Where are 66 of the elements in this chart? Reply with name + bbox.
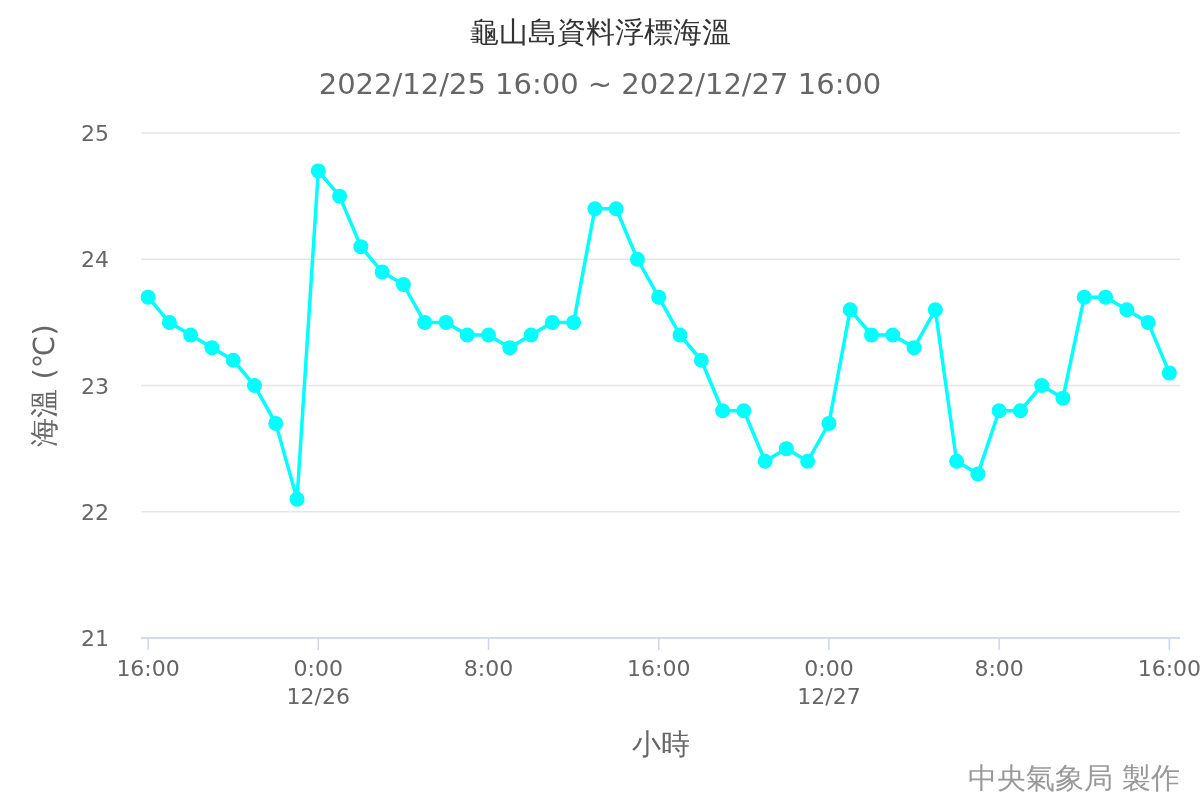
point — [693, 352, 709, 368]
point — [800, 453, 816, 469]
point — [863, 327, 879, 343]
point — [736, 403, 752, 419]
point — [481, 327, 497, 343]
x-tick-label: 16:00 — [627, 656, 691, 681]
point — [1140, 314, 1156, 330]
point — [991, 403, 1007, 419]
point — [374, 264, 390, 280]
point — [395, 277, 411, 292]
point — [523, 327, 539, 343]
point — [544, 314, 560, 330]
point — [502, 340, 518, 356]
point — [651, 289, 667, 305]
text: 中央氣象局 製作 — [967, 761, 1180, 795]
point — [310, 163, 326, 179]
y-axis-title: 海溫 (℃) — [27, 324, 61, 447]
point — [246, 378, 262, 393]
point — [906, 340, 922, 356]
chart-subtitle: 2022/12/25 16:00 ~ 2022/12/27 16:00 — [318, 67, 882, 101]
point — [268, 415, 284, 431]
point — [332, 188, 348, 204]
x-tick-label: 8:00 — [974, 656, 1024, 681]
point — [417, 314, 433, 330]
point — [715, 403, 731, 419]
point — [1012, 403, 1028, 419]
point — [842, 302, 858, 318]
point — [1034, 378, 1050, 393]
y-tick-label: 25 — [81, 121, 109, 146]
y-tick-label: 23 — [81, 373, 109, 399]
point — [949, 453, 965, 469]
chart-title: 龜山島資料浮標海溫 — [469, 15, 731, 49]
point — [672, 327, 688, 343]
x-tick-label: 0:00 12/27 — [797, 656, 861, 709]
point — [1161, 365, 1177, 381]
point — [757, 453, 773, 469]
x-tick-label: 8:00 — [463, 656, 514, 681]
y-tick-label: 24 — [81, 247, 109, 273]
point — [225, 352, 241, 368]
point — [970, 466, 986, 482]
y-tick-label: 22 — [81, 499, 109, 525]
point — [1119, 302, 1135, 318]
point — [161, 314, 177, 330]
point — [885, 327, 901, 343]
point — [778, 441, 794, 457]
point — [289, 491, 305, 507]
point — [1055, 390, 1071, 406]
y-tick-label: 21 — [81, 626, 109, 651]
point — [927, 302, 943, 318]
x-axis-title: 小時 — [631, 727, 690, 761]
point — [438, 314, 454, 330]
point — [587, 201, 603, 217]
x-tick-label: 16:00 — [1137, 656, 1200, 681]
point — [204, 340, 220, 356]
x-tick-label: 16:00 — [116, 656, 180, 681]
point — [629, 251, 645, 267]
point — [353, 239, 369, 255]
point — [140, 289, 156, 305]
point — [821, 415, 837, 431]
point — [608, 201, 624, 217]
point — [566, 314, 582, 330]
point — [183, 327, 199, 343]
x-tick-label: 0:00 12/26 — [286, 656, 351, 709]
point — [1076, 289, 1092, 305]
point — [1098, 289, 1114, 305]
point — [459, 327, 475, 343]
